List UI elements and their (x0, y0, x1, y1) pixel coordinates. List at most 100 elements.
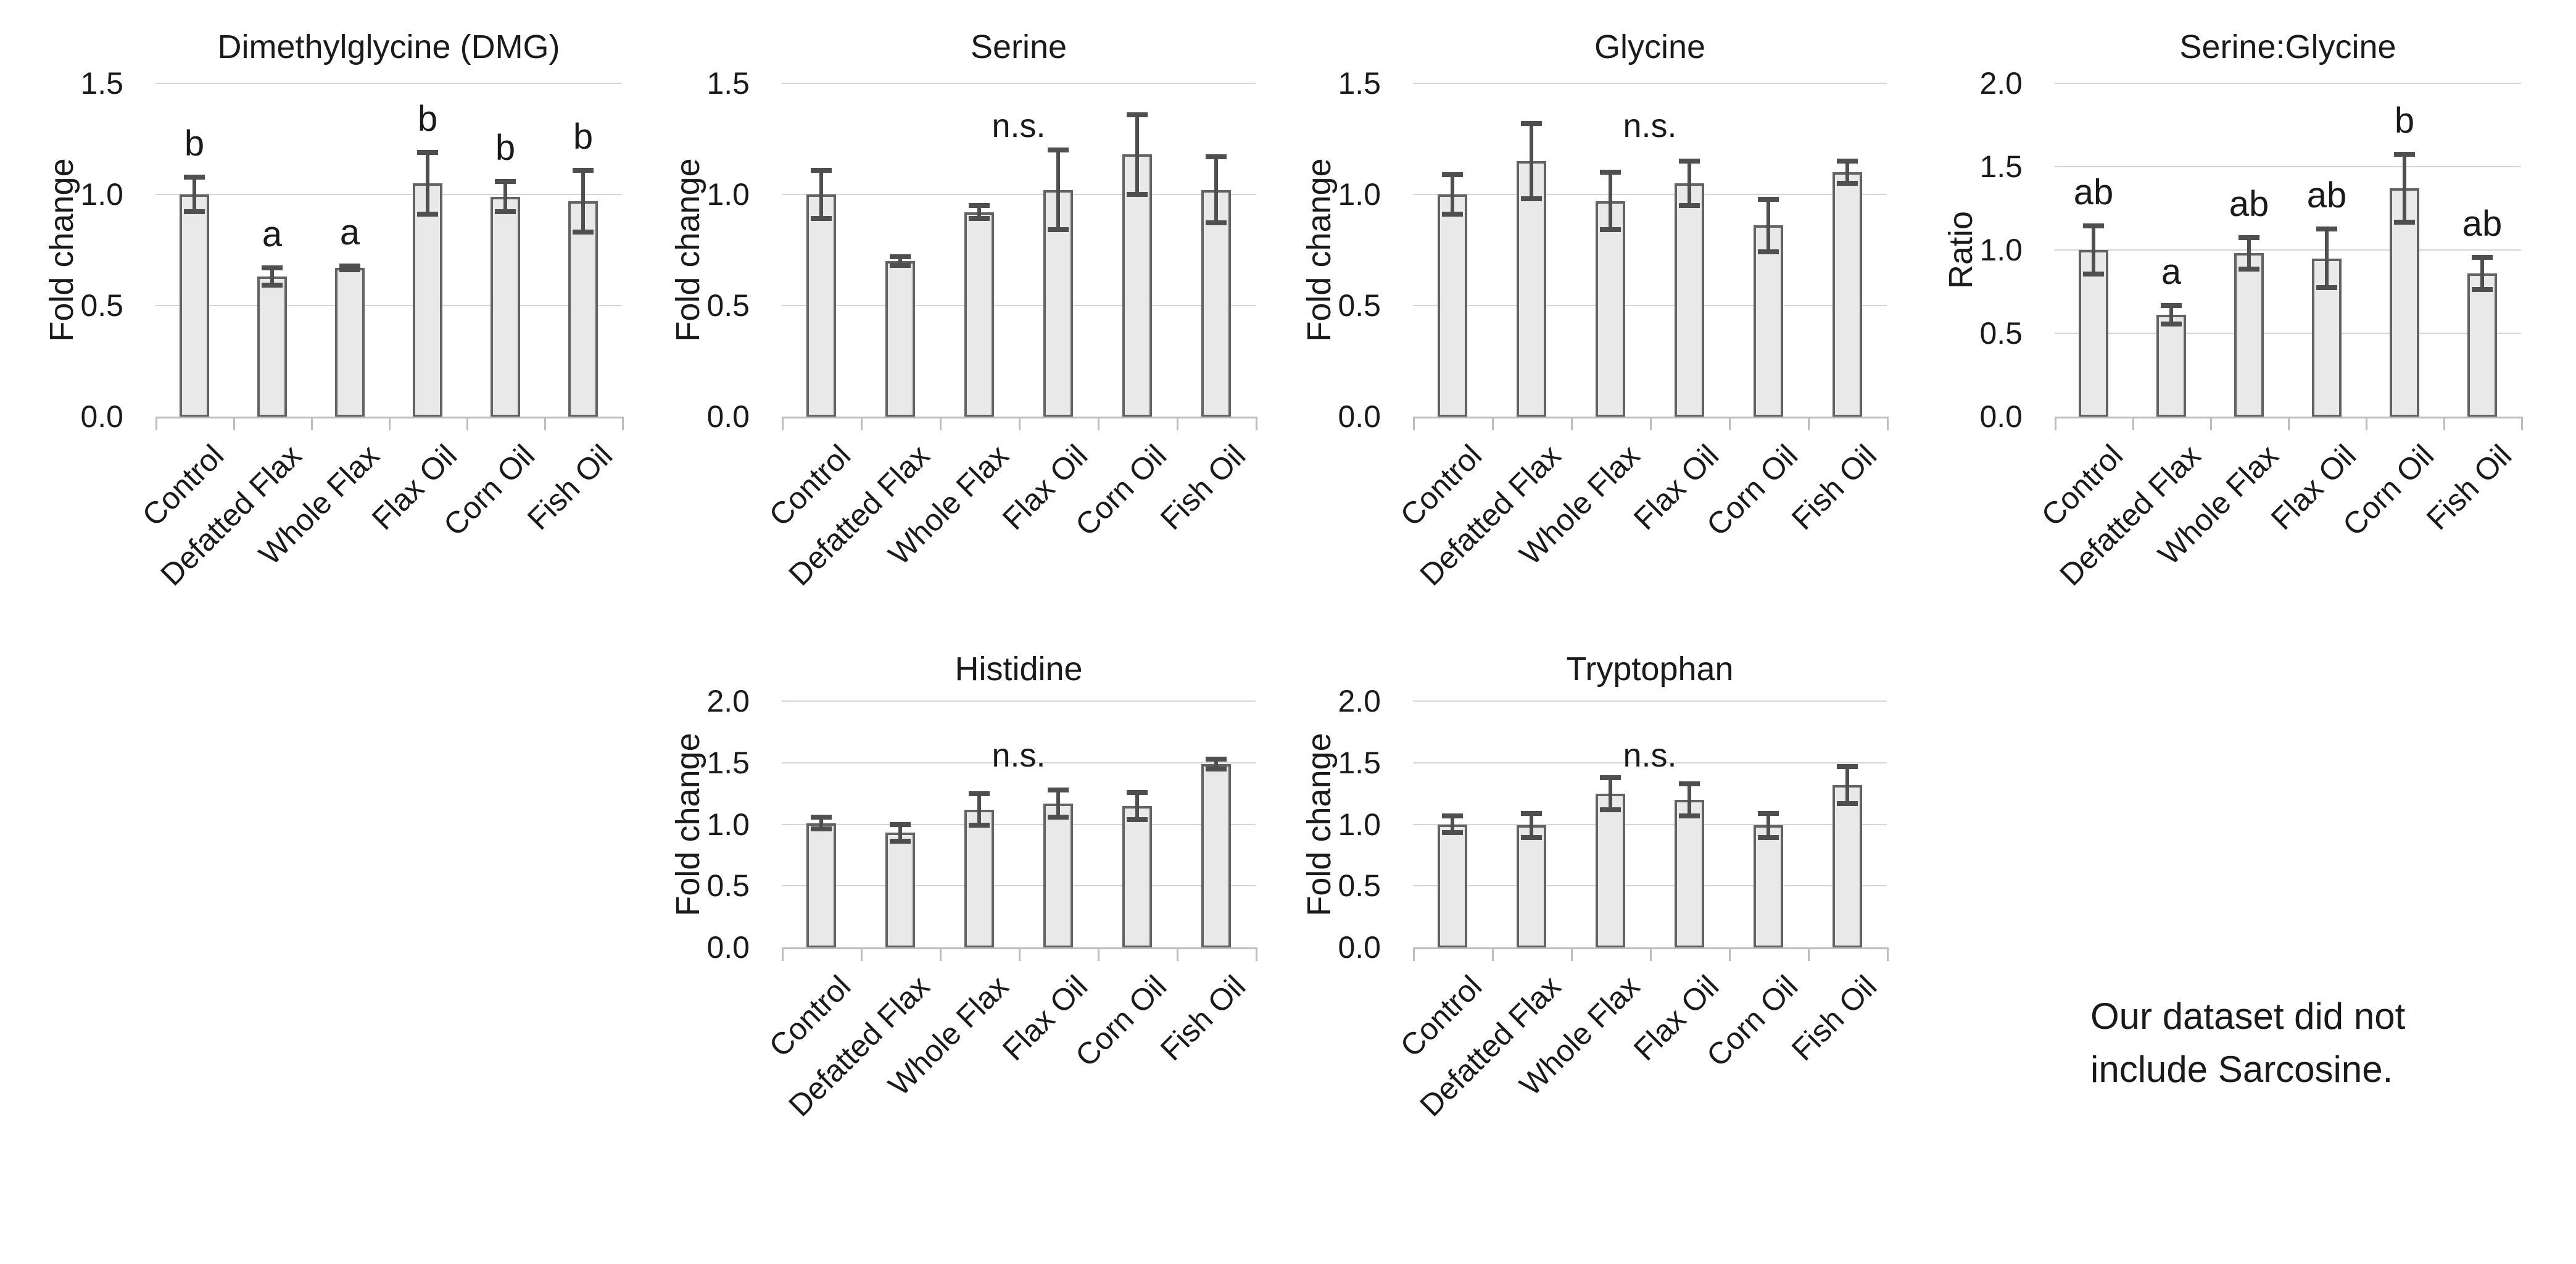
bar-flax-oil (1675, 183, 1704, 417)
bar-whole-flax (1596, 794, 1625, 947)
chart-title: Dimethylglycine (DMG) (217, 28, 560, 65)
x-axis-tick (782, 417, 784, 430)
x-axis-tick (1887, 947, 1889, 961)
error-bar-cap-bottom (1758, 835, 1779, 840)
error-bar-cap-bottom (1521, 835, 1542, 840)
gridline (2055, 249, 2521, 251)
y-tick-label: 0.0 (706, 930, 750, 965)
error-bar-cap-bottom (2161, 322, 2182, 326)
x-axis-tick (2366, 417, 2367, 430)
error-bar-whisker (1766, 197, 1770, 254)
error-bar-cap-bottom (2083, 272, 2104, 276)
error-bar-cap-bottom (811, 826, 832, 831)
gridline (782, 885, 1256, 886)
error-bar-whisker (1135, 112, 1139, 197)
x-axis-tick (1492, 417, 1494, 430)
error-bar-cap-bottom (1442, 830, 1463, 835)
error-bar-cap-top (811, 815, 832, 820)
error-bar-whisker (1766, 811, 1770, 840)
error-bar-cap-bottom (890, 839, 911, 844)
x-axis-tick (940, 947, 942, 961)
y-tick-label: 1.5 (1979, 149, 2023, 184)
y-tick-label: 1.5 (1338, 746, 1381, 780)
bar-defatted-flax (1517, 825, 1546, 947)
error-bar-cap-bottom (969, 823, 990, 828)
y-tick-label: 0.0 (1979, 399, 2023, 434)
bar-control (1438, 194, 1467, 417)
y-axis-label: Fold change (669, 158, 706, 342)
error-bar-whisker (1688, 159, 1691, 208)
sig-letter: a (2161, 252, 2182, 292)
error-bar-cap-top (1521, 121, 1542, 126)
bar-flax-oil (1043, 804, 1073, 947)
error-bar-cap-top (1521, 811, 1542, 816)
error-bar-whisker (581, 168, 585, 235)
chart-title: Histidine (955, 651, 1083, 688)
x-axis-tick (1413, 417, 1415, 430)
error-bar-whisker (1609, 170, 1612, 232)
y-tick-label: 0.0 (706, 399, 750, 434)
error-bar-cap-top (2083, 223, 2104, 228)
error-bar-cap-top (811, 168, 832, 173)
error-bar-whisker (1688, 781, 1691, 818)
error-bar-whisker (977, 203, 981, 221)
x-axis-tick (1808, 947, 1810, 961)
bar-fish-oil (1201, 764, 1231, 947)
y-tick-label: 1.0 (80, 177, 123, 212)
bar-control (2079, 250, 2108, 417)
error-bar-cap-top (1206, 757, 1227, 762)
sig-letter: b (2394, 101, 2415, 141)
error-bar-cap-top (2472, 255, 2493, 260)
error-bar-cap-top (1679, 159, 1700, 164)
chart-title: Tryptophan (1566, 651, 1734, 688)
error-bar-cap-bottom (890, 263, 911, 268)
bar-whole-flax (1596, 201, 1625, 417)
x-axis-tick (1729, 947, 1731, 961)
error-bar-cap-top (1048, 788, 1069, 792)
error-bar-cap-top (890, 254, 911, 259)
error-bar-cap-bottom (339, 267, 360, 272)
error-bar-whisker (2247, 235, 2251, 272)
error-bar-cap-bottom (1127, 817, 1148, 822)
error-bar-cap-top (890, 822, 911, 827)
gridline (155, 194, 622, 195)
error-bar-cap-top (339, 264, 360, 268)
y-tick-label: 1.0 (706, 177, 750, 212)
error-bar-cap-top (1837, 159, 1858, 164)
x-axis-tick (1887, 417, 1889, 430)
error-bar-cap-top (969, 791, 990, 796)
bar-corn-oil (1754, 825, 1783, 947)
x-axis-tick (1650, 947, 1652, 961)
error-bar-cap-bottom (2316, 285, 2337, 290)
x-axis-tick (940, 417, 942, 430)
error-bar-whisker (2480, 255, 2484, 292)
error-bar-cap-top (1048, 148, 1069, 152)
bar-defatted-flax (885, 261, 915, 417)
error-bar-cap-bottom (1048, 815, 1069, 820)
error-bar-cap-bottom (1600, 227, 1621, 232)
chart-title: Glycine (1594, 28, 1706, 65)
error-bar-cap-bottom (1521, 196, 1542, 201)
y-tick-label: 1.0 (1338, 177, 1381, 212)
error-bar-whisker (193, 175, 196, 214)
x-axis-tick (1098, 947, 1100, 961)
bar-fish-oil (568, 201, 598, 417)
error-bar-whisker (2325, 227, 2329, 290)
sig-letter: b (417, 99, 438, 139)
error-bar-cap-bottom (1679, 203, 1700, 208)
error-bar-whisker (1214, 757, 1218, 771)
y-axis-label: Fold change (43, 158, 80, 342)
error-bar-cap-top (1837, 764, 1858, 769)
error-bar-cap-bottom (1758, 249, 1779, 254)
y-tick-label: 0.0 (1338, 930, 1381, 965)
x-axis-tick (1413, 947, 1415, 961)
sig-letter: a (339, 212, 360, 252)
x-axis-tick (389, 417, 391, 430)
error-bar-whisker (1214, 154, 1218, 225)
error-bar-whisker (2403, 152, 2406, 225)
y-axis-label: Fold change (1301, 158, 1338, 342)
gridline (782, 701, 1256, 702)
y-tick-label: 1.5 (1338, 66, 1381, 101)
error-bar-cap-top (1127, 112, 1148, 117)
